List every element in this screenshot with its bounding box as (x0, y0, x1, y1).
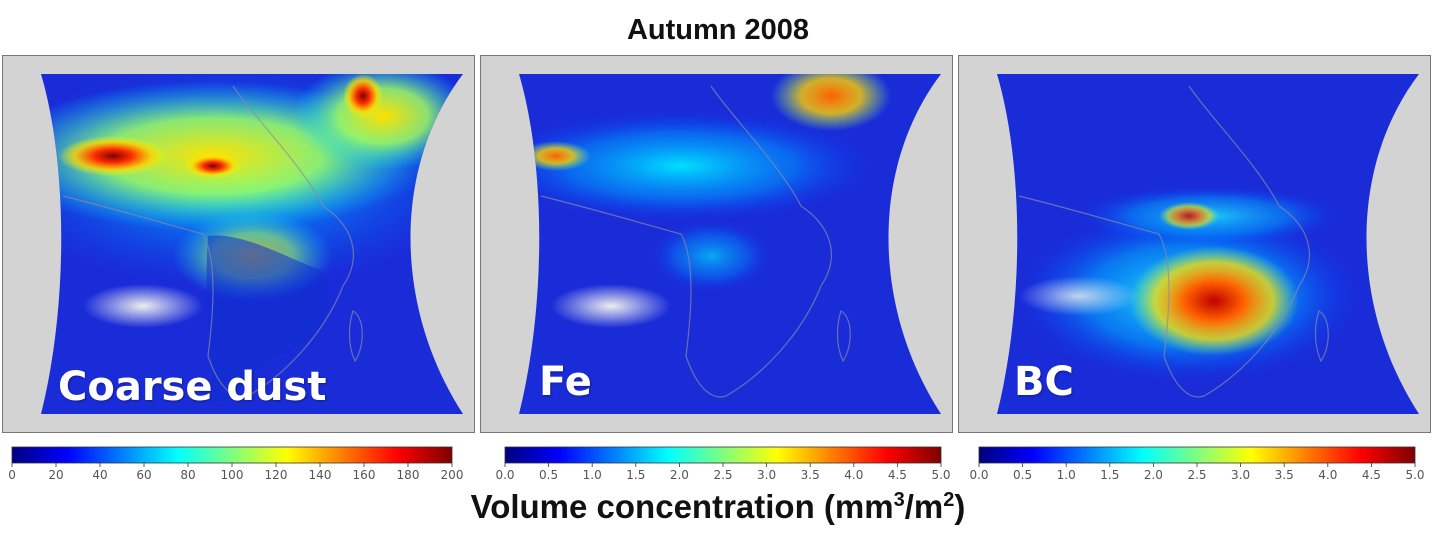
colorbar-tick-label: 0.0 (495, 468, 514, 482)
colorbar-tick-label: 3.0 (1231, 468, 1250, 482)
colorbar-tick-label: 3.0 (757, 468, 776, 482)
colorbar-tick-label: 60 (136, 468, 151, 482)
colorbar-tick-label: 4.0 (1318, 468, 1337, 482)
colorbar-gradient (11, 446, 453, 464)
colorbar-gradient (978, 446, 1416, 464)
colorbar-tick-label: 1.0 (1057, 468, 1076, 482)
bc-map (997, 74, 1419, 414)
panel-label: BC (1014, 359, 1074, 405)
colorbar-axis-label: Volume concentration (mm3/m2) (470, 488, 966, 525)
colorbar-tick-label: 20 (48, 468, 63, 482)
colorbar-coarse-dust: 0 20 40 60 80 100 120 140 160 180 200 (8, 446, 463, 487)
figure-title: Autumn 2008 (626, 14, 810, 46)
colorbar-tick-label: 5.0 (1405, 468, 1424, 482)
colorbar-tick-label: 0.5 (539, 468, 558, 482)
colorbar-tick-label: 0.0 (969, 468, 988, 482)
colorbar-tick-label: 2.5 (1187, 468, 1206, 482)
colorbar-tick-label: 2.0 (670, 468, 689, 482)
colorbar-tick-label: 100 (221, 468, 244, 482)
colorbar-tick-label: 160 (353, 468, 376, 482)
colorbar-fe: 0.0 0.5 1.0 1.5 2.0 2.5 3.0 3.5 4.0 4.5 5.0 (495, 446, 951, 487)
colorbar-tick-label: 180 (397, 468, 420, 482)
panel-label: Fe (539, 359, 592, 405)
colorbar-tick-label: 0 (8, 468, 16, 482)
colorbar-tick-label: 200 (441, 468, 464, 482)
coarse-dust-map (41, 74, 463, 414)
colorbar-tick-label: 3.5 (1275, 468, 1294, 482)
colorbar-tick-label: 40 (92, 468, 107, 482)
colorbar-tick-label: 1.0 (583, 468, 602, 482)
colorbar-tick-label: 2.5 (713, 468, 732, 482)
colorbar-tick-label: 0.5 (1013, 468, 1032, 482)
colorbar-tick-label: 5.0 (931, 468, 950, 482)
colorbar-tick-label: 140 (309, 468, 332, 482)
colorbar-graphic: 0 20 40 60 80 100 120 140 160 180 200 (8, 446, 463, 482)
colorbar-tick-label: 80 (180, 468, 195, 482)
colorbar-bc: 0.0 0.5 1.0 1.5 2.0 2.5 3.0 3.5 4.0 4.5 5.0 (969, 446, 1425, 487)
map-panel-bc: BC (958, 55, 1431, 433)
colorbar-tick-label: 2.0 (1144, 468, 1163, 482)
panel-label: Coarse dust (58, 364, 327, 410)
colorbar-gradient (504, 446, 942, 464)
colorbar-tick-label: 1.5 (1100, 468, 1119, 482)
colorbar-tick-label: 1.5 (626, 468, 645, 482)
colorbar-tick-label: 120 (265, 468, 288, 482)
fe-map (519, 74, 941, 414)
colorbar-graphic: 0.0 0.5 1.0 1.5 2.0 2.5 3.0 3.5 4.0 4.5 5.0 (495, 446, 951, 482)
colorbar-tick-label: 4.0 (844, 468, 863, 482)
colorbar-tick-label: 3.5 (801, 468, 820, 482)
colorbar-tick-label: 4.5 (888, 468, 907, 482)
colorbar-tick-label: 4.5 (1362, 468, 1381, 482)
map-panel-coarse-dust: Coarse dust (2, 55, 475, 433)
colorbar-graphic: 0.0 0.5 1.0 1.5 2.0 2.5 3.0 3.5 4.0 4.5 5.0 (969, 446, 1425, 482)
map-panel-fe: Fe (480, 55, 953, 433)
